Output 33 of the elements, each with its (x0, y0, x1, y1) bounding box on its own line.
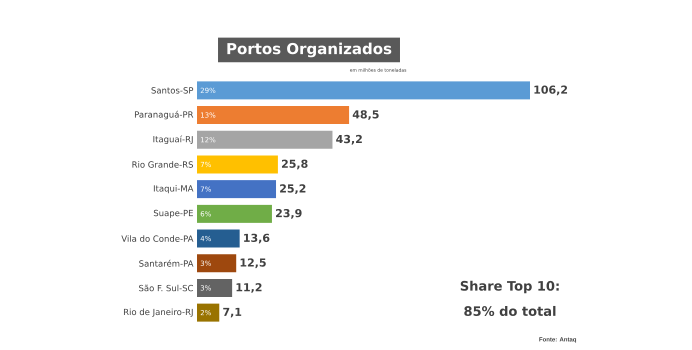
data-label: 7,1 (223, 308, 242, 318)
bar (197, 304, 220, 322)
y-tick-label: Suape-PE (154, 210, 193, 218)
y-tick-label: Santos-SP (152, 87, 194, 94)
y-tick-label: Itaqui-MA (154, 185, 194, 194)
bar (197, 230, 240, 248)
bar (197, 130, 332, 149)
bar (197, 254, 236, 272)
y-tick-label: Vila do Conde-PA (121, 235, 194, 242)
data-label: 25,8 (282, 160, 308, 170)
annotation: 85% do total (464, 306, 556, 316)
y-tick-label: Paranaguá-PR (134, 110, 194, 120)
bar (197, 278, 232, 297)
data-label: 23,9 (276, 208, 302, 219)
annotation: Share Top 10: (460, 280, 559, 294)
data-label: 11,2 (236, 283, 262, 293)
data-label: 13,6 (244, 234, 270, 244)
y-tick-label: Rio de Janeiro-RJ (124, 308, 193, 317)
data-label: 43,2 (336, 134, 362, 145)
y-tick-label: Santarém-PA (139, 260, 194, 267)
bar (197, 180, 276, 198)
data-label: 48,5 (352, 110, 379, 120)
y-tick-label: Rio Grande-RS (132, 161, 194, 168)
bar (197, 155, 278, 174)
bar (197, 204, 272, 223)
data-label: 12,5 (240, 258, 266, 268)
y-tick-label: Itaguaí-RJ (153, 135, 193, 144)
y-tick-label: São F. Sul-SC (139, 284, 194, 292)
data-label: 106,2 (534, 85, 568, 96)
data-label: 25,2 (280, 184, 306, 194)
chart-title: Portos Organizados (227, 42, 392, 58)
bar (197, 81, 530, 100)
bar (197, 106, 350, 124)
